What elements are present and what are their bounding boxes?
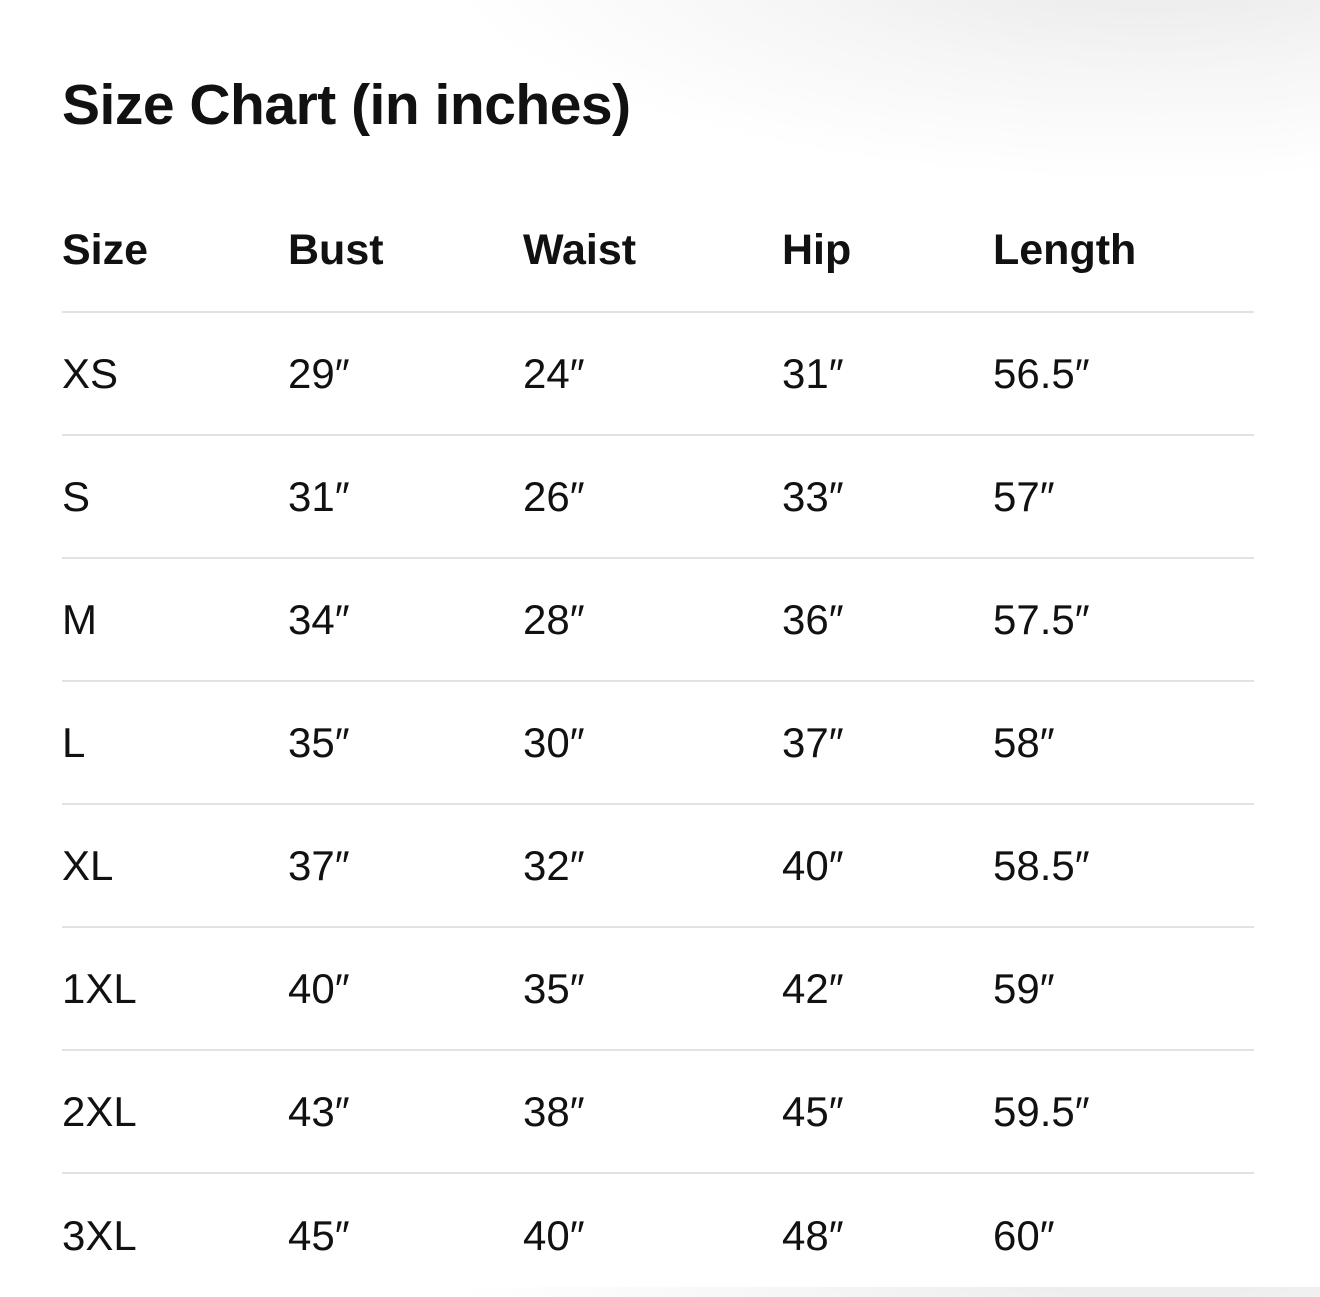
table-row: S 31″ 26″ 33″ 57″ (62, 436, 1254, 559)
cell-hip: 40″ (782, 841, 844, 889)
table-row: XS 29″ 24″ 31″ 56.5″ (62, 313, 1254, 436)
cell-bust: 40″ (288, 964, 350, 1012)
cell-hip: 37″ (782, 718, 844, 766)
cell-length: 58″ (993, 718, 1055, 766)
cell-length: 59″ (993, 964, 1055, 1012)
cell-size: L (62, 718, 86, 766)
cell-waist: 24″ (523, 349, 585, 397)
cell-size: 1XL (62, 964, 137, 1012)
cell-waist: 28″ (523, 595, 585, 643)
cell-length: 60″ (993, 1211, 1055, 1259)
header-length: Length (993, 226, 1137, 274)
cell-waist: 30″ (523, 718, 585, 766)
cell-length: 56.5″ (993, 349, 1090, 397)
cell-size: XL (62, 841, 114, 889)
cell-hip: 48″ (782, 1211, 844, 1259)
table-row: 3XL 45″ 40″ 48″ 60″ (62, 1174, 1254, 1297)
cell-size: 2XL (62, 1087, 137, 1135)
table-row: M 34″ 28″ 36″ 57.5″ (62, 559, 1254, 682)
cell-waist: 38″ (523, 1087, 585, 1135)
size-table: Size Bust Waist Hip Length XS 29″ 24″ 31″ 56… (62, 190, 1254, 1297)
cell-waist: 26″ (523, 472, 585, 520)
table-row: L 35″ 30″ 37″ 58″ (62, 682, 1254, 805)
cell-length: 59.5″ (993, 1087, 1090, 1135)
cell-hip: 33″ (782, 472, 844, 520)
table-row: 2XL 43″ 38″ 45″ 59.5″ (62, 1051, 1254, 1174)
cell-bust: 37″ (288, 841, 350, 889)
cell-size: S (62, 472, 91, 520)
cell-bust: 43″ (288, 1087, 350, 1135)
table-row: 1XL 40″ 35″ 42″ 59″ (62, 928, 1254, 1051)
cell-hip: 45″ (782, 1087, 844, 1135)
header-waist: Waist (523, 226, 637, 274)
cell-bust: 35″ (288, 718, 350, 766)
cell-size: XS (62, 349, 119, 397)
cell-bust: 45″ (288, 1211, 350, 1259)
cell-length: 58.5″ (993, 841, 1090, 889)
cell-bust: 34″ (288, 595, 350, 643)
table-row: XL 37″ 32″ 40″ 58.5″ (62, 805, 1254, 928)
cell-bust: 31″ (288, 472, 350, 520)
table-header-row: Size Bust Waist Hip Length (62, 190, 1254, 313)
cell-hip: 31″ (782, 349, 844, 397)
cell-waist: 32″ (523, 841, 585, 889)
cell-hip: 36″ (782, 595, 844, 643)
cell-length: 57″ (993, 472, 1055, 520)
cell-waist: 35″ (523, 964, 585, 1012)
cell-length: 57.5″ (993, 595, 1090, 643)
page-title: Size Chart (in inches) (62, 73, 631, 137)
cell-size: 3XL (62, 1211, 137, 1259)
header-bust: Bust (288, 226, 384, 274)
cell-waist: 40″ (523, 1211, 585, 1259)
cell-size: M (62, 595, 97, 643)
cell-bust: 29″ (288, 349, 350, 397)
cell-hip: 42″ (782, 964, 844, 1012)
header-hip: Hip (782, 226, 852, 274)
header-size: Size (62, 226, 149, 274)
